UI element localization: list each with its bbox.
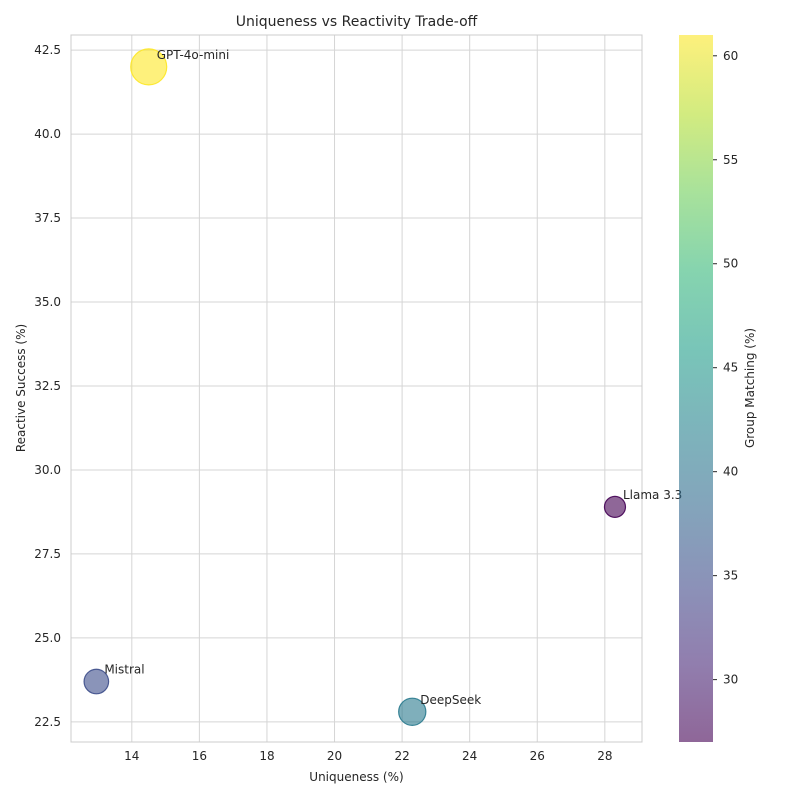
- y-tick-label: 35.0: [34, 295, 61, 309]
- x-tick-label: 20: [327, 749, 342, 763]
- point-label: GPT-4o-mini: [157, 48, 230, 62]
- plot-area: [70, 34, 643, 743]
- colorbar-tick-label: 50: [723, 257, 738, 271]
- colorbar-gradient: [679, 35, 713, 742]
- colorbar-label: Group Matching (%): [743, 328, 757, 448]
- y-tick-label: 37.5: [34, 211, 61, 225]
- scatter-point: [398, 697, 427, 726]
- point-label: Mistral: [104, 663, 144, 677]
- colorbar-tick-label: 55: [723, 153, 738, 167]
- scatter-point: [130, 48, 168, 86]
- x-tick-label: 22: [394, 749, 409, 763]
- points: [83, 48, 627, 726]
- grid: [71, 35, 642, 742]
- y-tick-label: 30.0: [34, 463, 61, 477]
- point-labels: GPT-4o-mini Llama 3.3 Mistral DeepSeek: [104, 48, 682, 707]
- y-tick-label: 22.5: [34, 715, 61, 729]
- scatter-point: [603, 495, 627, 518]
- chart-title: Uniqueness vs Reactivity Trade-off: [236, 14, 478, 30]
- y-axis-label: Reactive Success (%): [14, 324, 28, 452]
- scatter-point: [83, 668, 110, 695]
- x-axis: 14 16 18 20 22 24 26 28: [124, 749, 612, 763]
- colorbar-tick-label: 60: [723, 49, 738, 63]
- x-axis-label: Uniqueness (%): [309, 770, 403, 784]
- colorbar: 30 35 40 45 50 55 60 Group Matching (%): [679, 35, 757, 742]
- y-tick-label: 32.5: [34, 379, 61, 393]
- x-tick-label: 16: [192, 749, 207, 763]
- x-tick-label: 18: [259, 749, 274, 763]
- x-tick-label: 26: [530, 749, 545, 763]
- x-tick-label: 14: [124, 749, 139, 763]
- colorbar-ticks: 30 35 40 45 50 55 60: [713, 49, 738, 687]
- y-tick-label: 40.0: [34, 127, 61, 141]
- colorbar-tick-label: 35: [723, 569, 738, 583]
- x-tick-label: 24: [462, 749, 477, 763]
- x-tick-label: 28: [597, 749, 612, 763]
- y-tick-label: 42.5: [34, 43, 61, 57]
- y-tick-label: 27.5: [34, 547, 61, 561]
- colorbar-tick-label: 45: [723, 361, 738, 375]
- point-label: Llama 3.3: [623, 488, 682, 502]
- point-label: DeepSeek: [420, 693, 481, 707]
- colorbar-tick-label: 30: [723, 673, 738, 687]
- y-axis: 22.5 25.0 27.5 30.0 32.5 35.0 37.5 40.0 42.5: [34, 43, 61, 729]
- colorbar-tick-label: 40: [723, 465, 738, 479]
- y-tick-label: 25.0: [34, 631, 61, 645]
